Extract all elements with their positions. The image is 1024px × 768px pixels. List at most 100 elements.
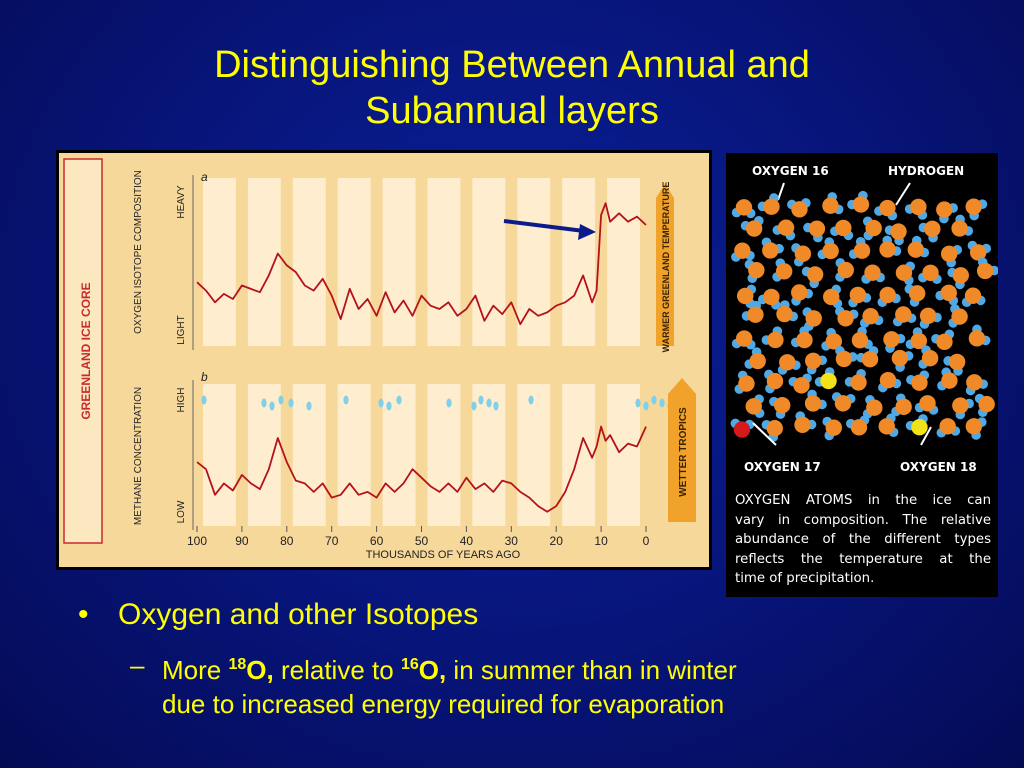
molecule-oxygen16 [794,411,817,433]
rain-drop [386,401,392,411]
molecule-oxygen16 [804,389,827,412]
rain-drop [446,398,452,408]
molecule-oxygen16 [772,219,796,241]
oxygen-atom [862,307,879,325]
oxygen-atom [748,261,765,279]
oxygen-atom [939,418,956,435]
pointer-arrow-shaft [503,219,585,233]
series-lines [196,202,647,513]
oxygen-atom [940,245,958,263]
rain-drop [635,398,641,408]
oxygen-atom [745,398,762,415]
oxygen-atom [738,375,755,392]
oxygen-atom [775,263,793,280]
molecule-oxygen16 [884,223,907,246]
oxygen-atom [735,330,753,347]
band-a-2 [292,178,326,346]
oxygen-atom [866,399,883,416]
molecule-oxygen16 [883,331,906,353]
chart-svg: GREENLAND ICE CORE a b OXYGEN ISOTOPE CO… [59,153,709,567]
molecule-oxygen16 [859,307,884,328]
molecule-oxygen16 [879,235,902,258]
molecule-oxygen16 [965,198,988,221]
oxygen-atom [767,331,784,349]
oxygen-atom [910,198,927,216]
oxygen-atom [822,197,839,214]
oxygen-atom [766,420,783,437]
molecule-oxygen16 [951,214,974,237]
molecule-oxygen16 [940,245,963,268]
oxygen-atom [835,219,852,237]
molecule-oxygen16 [791,243,812,267]
molecule-oxygen16 [936,418,961,438]
molecule-oxygen16 [835,306,859,327]
b2-sup-18: 18 [228,656,247,673]
oxygen-atom [734,242,751,259]
oxygen-atom [762,242,779,259]
oxygen-atom [908,285,926,302]
molecule-oxygen16 [787,198,811,218]
oxygen-atom [733,421,751,438]
oxygen-atom [966,374,983,391]
oxygen-atom [948,353,966,371]
rain-drop [651,395,657,405]
caption-line-1: OXYGEN ATOMS in the ice can [735,493,991,508]
molecule-oxygen16 [822,416,842,441]
label-oxygen16: OXYGEN 16 [752,164,829,178]
molecule-oxygen16 [731,330,756,350]
oxygen-atom [735,199,753,216]
molecule-oxygen16 [817,237,839,260]
molecule-oxygen16 [851,326,873,350]
band-b-6 [472,384,506,526]
molecule-oxygen16 [846,415,870,436]
oxygen-atoms-figure: OXYGEN 16 HYDROGEN OXYGEN 17 OXYGEN 18 O… [726,153,998,597]
band-b-1 [247,384,281,526]
slide-title: Distinguishing Between Annual and Subann… [60,42,964,134]
molecule-oxygen16 [935,284,959,306]
oxygen-atom [969,244,987,261]
molecule-oxygen16 [744,347,766,370]
molecule-oxygen16 [895,261,915,286]
molecules [730,190,998,442]
molecule-oxygen16 [788,373,812,394]
oxygen-atom [976,262,994,280]
label-oxygen17: OXYGEN 17 [744,460,821,474]
oxygen-atom [763,288,780,306]
molecule-oxygen16 [835,258,854,282]
molecule-oxygen16 [848,237,871,259]
molecule-oxygen16 [905,327,928,350]
x-tick-label-6: 40 [460,534,474,548]
molecule-oxygen16 [823,284,843,309]
rain-drop [269,401,275,411]
oxygen-atom [851,332,869,349]
caption-line-3: abundance of the different types [735,532,991,548]
panel-a-letter: a [201,170,208,184]
b2-rest-1: in summer than in winter [453,655,737,685]
label-oxygen18: OXYGEN 18 [900,460,977,474]
molecule-oxygen16 [967,240,992,261]
molecule-oxygen16 [861,264,885,284]
molecule-oxygen16 [745,394,765,419]
panel-b-ylabel: METHANE CONCENTRATION [133,387,144,525]
oxygen-atom [965,198,982,215]
molecule-oxygen16 [801,266,824,289]
oxygen-atom [763,198,780,215]
molecule-oxygen16 [891,393,912,417]
band-b-9 [607,384,640,526]
molecule-oxygen16 [891,349,914,372]
molecule-oxygen16 [790,326,813,349]
oxygen-atom [951,308,968,325]
oxygen-atom [850,374,867,391]
oxygen-atom [820,372,837,390]
bullet-2-text: More 18O, relative to 16O, in summer tha… [162,648,737,721]
oxygen-atom [936,201,953,218]
molecule-oxygen16 [936,201,958,224]
oxygen-atom [879,241,896,258]
panel-a-top-label: HEAVY [176,185,187,218]
ice-core-chart: GREENLAND ICE CORE a b OXYGEN ISOTOPE CO… [56,150,712,570]
oxygen-atom [825,333,843,350]
pointer-hydrogen [895,182,911,206]
band-b-5 [427,384,461,526]
molecule-oxygen16 [805,352,827,375]
molecule-oxygen16 [791,284,813,306]
